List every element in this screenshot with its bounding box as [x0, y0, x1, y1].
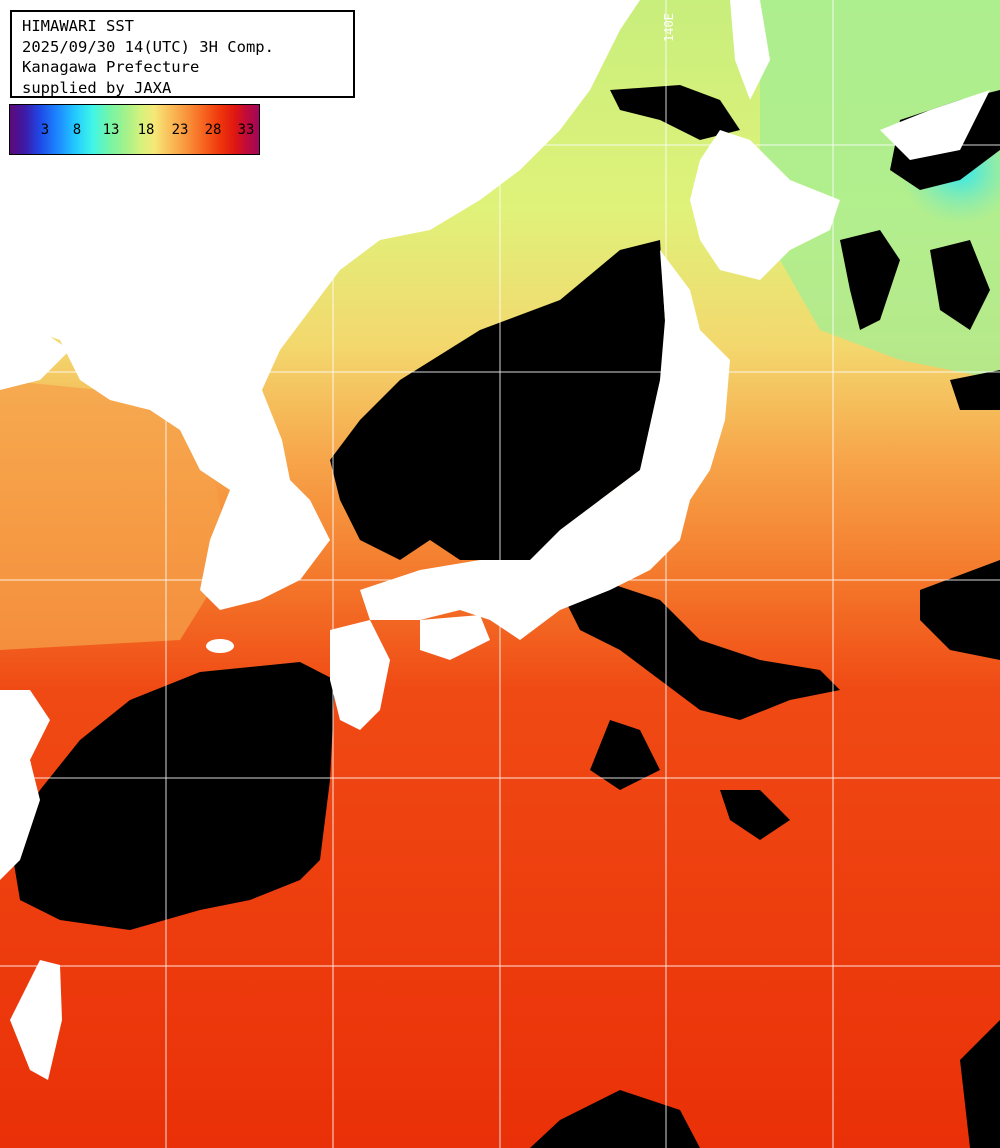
legend-tick: 18	[137, 122, 155, 138]
legend-ticks: 3 8 13 18 23 28 33	[10, 122, 259, 140]
legend-tick: 23	[171, 122, 189, 138]
temperature-color-legend: 3 8 13 18 23 28 33	[9, 104, 260, 155]
lat-label-30n: 30N	[10, 760, 32, 774]
legend-tick: 13	[102, 122, 120, 138]
map-info-box: HIMAWARI SST 2025/09/30 14(UTC) 3H Comp.…	[10, 10, 355, 98]
lat-label-40n: 40N	[14, 353, 36, 367]
honshu-island	[360, 250, 730, 640]
sakhalin-island	[730, 0, 770, 100]
kyushu-island	[330, 620, 390, 730]
jeju-island	[206, 639, 234, 653]
data-source: supplied by JAXA	[22, 78, 172, 97]
shandong-peninsula	[0, 330, 70, 390]
hokkaido-island	[690, 130, 840, 280]
lon-label-140e: 140E	[662, 13, 676, 42]
prefecture-label: Kanagawa Prefecture	[22, 58, 200, 76]
observation-time: 2025/09/30 14(UTC) 3H Comp.	[22, 37, 274, 56]
legend-tick: 33	[237, 122, 255, 138]
legend-tick: 3	[40, 122, 50, 138]
china-coast	[0, 690, 50, 880]
legend-tick: 8	[72, 122, 82, 138]
product-title: HIMAWARI SST	[22, 17, 134, 35]
warm-sea-west	[0, 380, 230, 650]
taiwan-island	[10, 960, 62, 1080]
shikoku-island	[420, 615, 490, 660]
kuril-island	[880, 90, 990, 160]
legend-tick: 28	[204, 122, 222, 138]
